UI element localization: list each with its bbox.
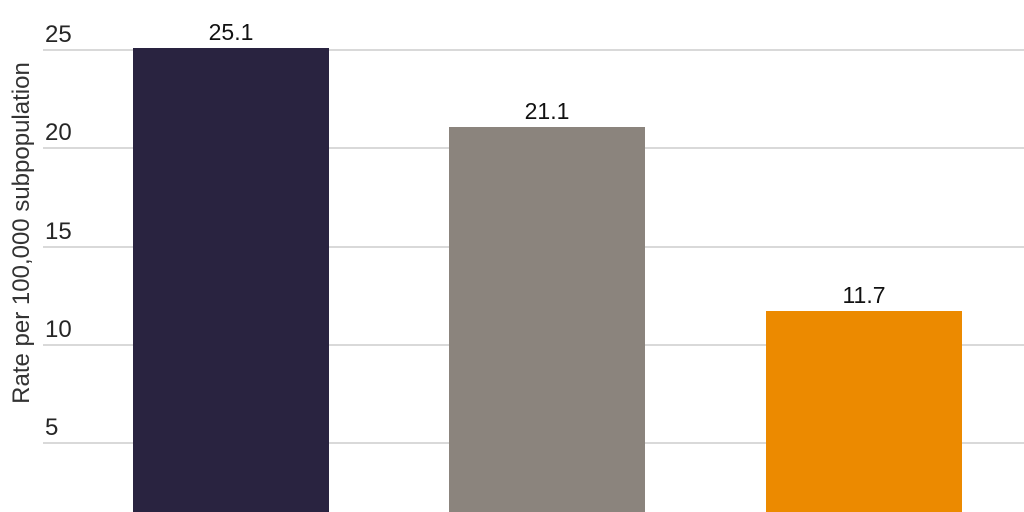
bar-value-label-2: 21.1 [524,97,570,124]
y-tick-label-10: 10 [45,315,72,343]
gridline-y-25 [43,49,1024,51]
y-tick-label-5: 5 [45,414,59,442]
bar-1[interactable] [133,48,329,512]
bar-3[interactable] [766,311,962,512]
y-axis-title: Rate per 100,000 subpopulation [8,62,35,404]
bar-value-label-3: 11.7 [842,282,886,309]
y-tick-label-20: 20 [45,119,72,147]
y-tick-label-25: 25 [45,21,72,48]
bar-value-label-1: 25.1 [208,19,254,46]
y-tick-label-15: 15 [45,217,72,245]
bar-2[interactable] [449,126,645,512]
